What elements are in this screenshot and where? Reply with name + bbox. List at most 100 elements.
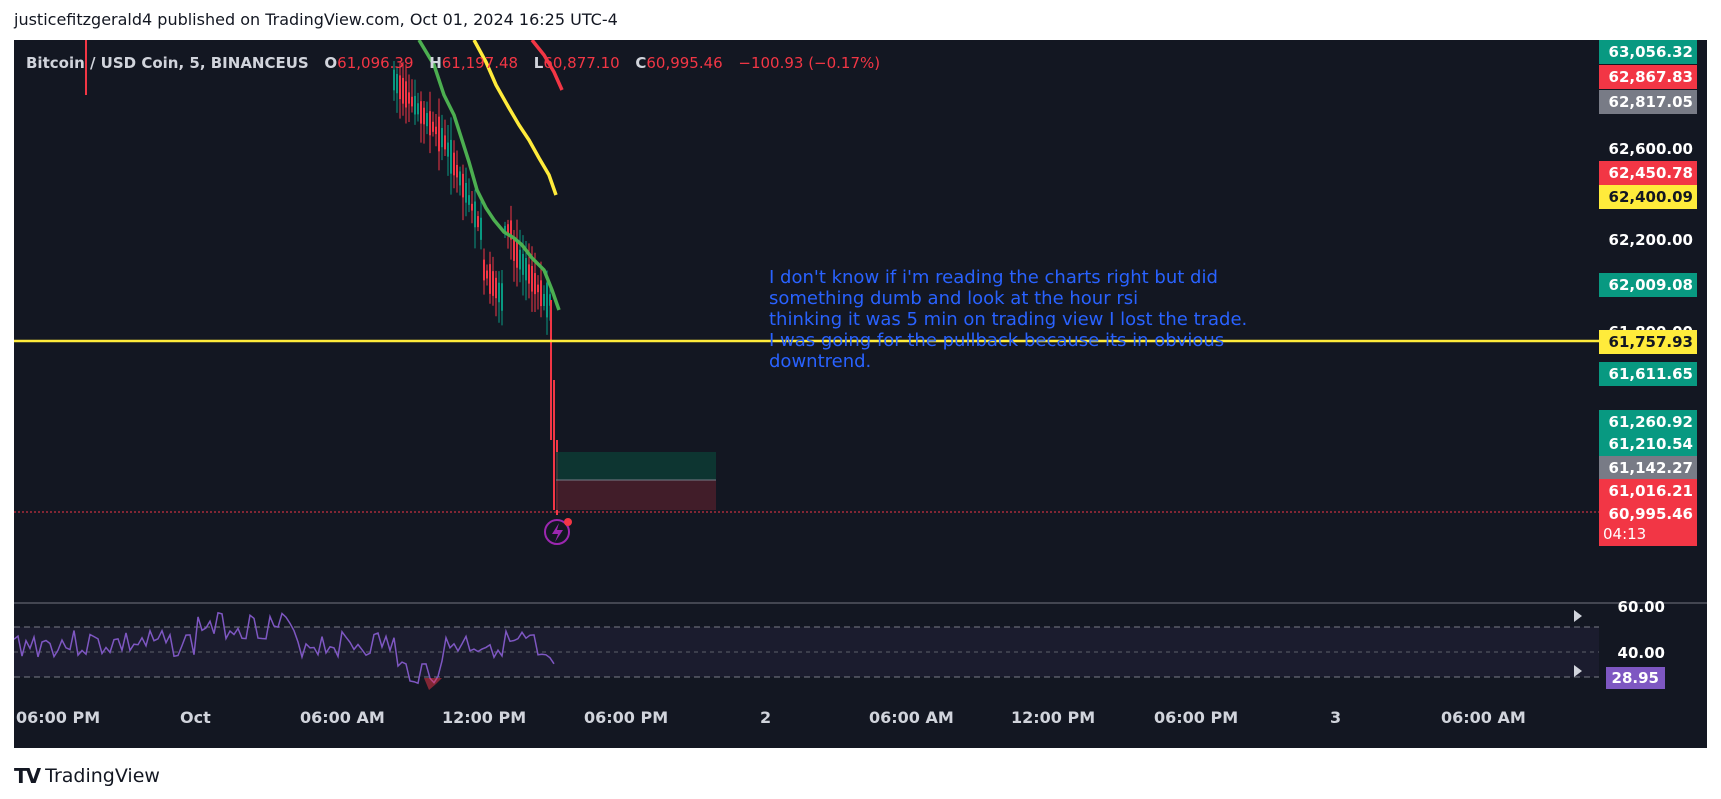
candle-body: [435, 126, 437, 135]
time-tick: 06:00 AM: [300, 708, 385, 727]
time-tick: 12:00 PM: [442, 708, 527, 727]
chart-frame[interactable]: Bitcoin / USD Coin, 5, BINANCEUS O61,096…: [14, 40, 1707, 748]
candle-body: [417, 103, 419, 115]
candle-body: [465, 182, 467, 203]
candle-body: [480, 217, 482, 240]
rsi-oversold-fill: [424, 678, 442, 690]
price-label: 61,757.93: [1599, 330, 1697, 354]
candle-body: [414, 95, 416, 115]
rsi-line: [14, 611, 555, 685]
time-tick: 06:00 PM: [584, 708, 669, 727]
candle-body: [531, 266, 533, 292]
price-label: 61,210.54: [1599, 432, 1697, 456]
candle-body: [411, 96, 413, 107]
tradingview-logo-icon: TV: [14, 764, 41, 788]
candle-body: [420, 101, 422, 124]
candle-body: [528, 264, 530, 284]
price-label: 61,016.21: [1599, 479, 1697, 503]
candle-body: [450, 139, 452, 174]
loss-zone: [556, 480, 716, 510]
rsi-scroll-arrow-icon[interactable]: [1574, 610, 1582, 622]
time-tick: 2: [760, 708, 772, 727]
price-chart[interactable]: [14, 40, 1599, 598]
candle-body: [501, 283, 503, 311]
candle-body: [408, 92, 410, 104]
open-key: O: [324, 54, 338, 72]
time-tick: 3: [1330, 708, 1342, 727]
candle-body: [519, 249, 521, 270]
price-axis[interactable]: 62,600.00 62,200.00 61,800.00 63,056.32 …: [1599, 40, 1707, 598]
candle-body: [429, 111, 431, 136]
price-label: 62,817.05: [1599, 90, 1697, 114]
candle-body: [483, 259, 485, 281]
candlesticks: [85, 40, 558, 515]
candle-body: [402, 77, 404, 104]
candle-body: [426, 113, 428, 127]
rsi-upper-tick: 60.00: [1617, 598, 1665, 616]
candle-body: [432, 121, 434, 132]
candle-body: [522, 253, 524, 275]
candle-body: [510, 220, 512, 240]
price-label: 63,056.32: [1599, 40, 1697, 64]
brand-name: TradingView: [45, 765, 160, 787]
time-tick: 06:00 PM: [1154, 708, 1239, 727]
candle-body: [495, 277, 497, 299]
candle-body: [540, 280, 542, 307]
candle-body: [525, 258, 527, 281]
candle-body: [396, 73, 398, 94]
candle-body: [459, 171, 461, 186]
price-label: 62,450.78: [1599, 161, 1697, 185]
flash-alert-icon[interactable]: [544, 518, 572, 545]
rsi-value-label: 28.95: [1605, 667, 1665, 689]
open-value: 61,096.39: [337, 54, 414, 72]
change-value: −100.93 (−0.17%): [738, 54, 881, 72]
close-value: 60,995.46: [646, 54, 723, 72]
candle-body: [516, 241, 518, 268]
candle-body: [438, 116, 440, 152]
candle-body: [456, 164, 458, 178]
bar-countdown: 04:13: [1599, 522, 1697, 546]
rsi-lower-tick: 40.00: [1617, 644, 1665, 662]
price-tick: 62,200.00: [1608, 231, 1693, 249]
candle-body: [423, 107, 425, 125]
high-key: H: [429, 54, 442, 72]
candle-body: [537, 284, 539, 293]
candle-body: [462, 173, 464, 198]
candle-body: [504, 225, 506, 235]
close-key: C: [635, 54, 647, 72]
symbol-name: Bitcoin / USD Coin, 5, BINANCEUS: [26, 54, 309, 72]
yellow-moving-average: [472, 40, 558, 196]
price-label: 62,400.09: [1599, 185, 1697, 209]
candle-body: [474, 201, 476, 228]
text-annotation[interactable]: I don't know if i'm reading the charts r…: [769, 267, 1248, 372]
price-label: 61,142.27: [1599, 456, 1697, 480]
candle-body: [468, 195, 470, 205]
candle-body: [471, 203, 473, 211]
price-label: 61,260.92: [1599, 410, 1697, 434]
candle-body: [444, 135, 446, 150]
candle-body: [486, 270, 488, 279]
publish-header: justicefitzgerald4 published on TradingV…: [14, 10, 618, 29]
price-label: 62,009.08: [1599, 273, 1697, 297]
rsi-arrow-icon: [1574, 665, 1582, 677]
green-moving-average: [417, 40, 561, 311]
candle-body: [477, 216, 479, 228]
candle-body: [534, 273, 536, 295]
candle-body: [453, 152, 455, 176]
price-label: 62,867.83: [1599, 65, 1697, 89]
candle-body: [513, 239, 515, 261]
candle-body: [441, 128, 443, 148]
profit-zone: [556, 452, 716, 480]
time-axis[interactable]: 06:00 PM Oct 06:00 AM 12:00 PM 06:00 PM …: [14, 708, 1707, 738]
candle-body: [543, 293, 545, 307]
time-tick: 12:00 PM: [1011, 708, 1096, 727]
time-tick: 06:00 AM: [1441, 708, 1526, 727]
symbol-legend[interactable]: Bitcoin / USD Coin, 5, BINANCEUS O61,096…: [26, 54, 880, 72]
time-tick: Oct: [180, 708, 211, 727]
candle-body: [399, 75, 401, 100]
time-tick: 06:00 AM: [869, 708, 954, 727]
candle-body: [492, 271, 494, 296]
pane-divider[interactable]: [14, 602, 1707, 604]
price-label: 61,611.65: [1599, 362, 1697, 386]
rsi-pane[interactable]: [14, 606, 1599, 706]
